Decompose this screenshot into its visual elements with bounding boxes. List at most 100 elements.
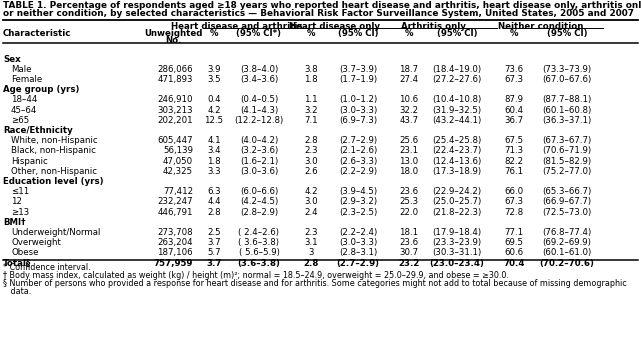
Text: Heart disease only: Heart disease only [289, 22, 380, 31]
Text: (43.2–44.1): (43.2–44.1) [433, 116, 481, 125]
Text: 5.7: 5.7 [207, 249, 221, 258]
Text: (0.4–0.5): (0.4–0.5) [240, 95, 278, 105]
Text: (3.2–3.6): (3.2–3.6) [240, 146, 278, 155]
Text: 72.8: 72.8 [504, 208, 524, 217]
Text: (2.9–3.2): (2.9–3.2) [339, 198, 377, 206]
Text: (60.1–61.0): (60.1–61.0) [542, 249, 592, 258]
Text: 2.3: 2.3 [304, 146, 318, 155]
Text: (22.4–23.7): (22.4–23.7) [433, 146, 481, 155]
Text: (30.3–31.1): (30.3–31.1) [433, 249, 481, 258]
Text: * Confidence interval.: * Confidence interval. [3, 263, 90, 272]
Text: (3.9–4.5): (3.9–4.5) [339, 187, 377, 196]
Text: ≤11: ≤11 [11, 187, 29, 196]
Text: 3.0: 3.0 [304, 157, 318, 166]
Text: (3.8–4.0): (3.8–4.0) [240, 65, 278, 74]
Text: 12.5: 12.5 [204, 116, 224, 125]
Text: 56,139: 56,139 [163, 146, 193, 155]
Text: 4.1: 4.1 [207, 136, 221, 145]
Text: 286,066: 286,066 [158, 65, 193, 74]
Text: ≥13: ≥13 [11, 208, 29, 217]
Text: 13.0: 13.0 [399, 157, 419, 166]
Text: 3.7: 3.7 [207, 238, 221, 247]
Text: (6.0–6.6): (6.0–6.6) [240, 187, 278, 196]
Text: 18.1: 18.1 [399, 228, 419, 237]
Text: 2.8: 2.8 [207, 208, 221, 217]
Text: Other, non-Hispanic: Other, non-Hispanic [11, 167, 97, 176]
Text: 2.8: 2.8 [304, 136, 318, 145]
Text: (1.0–1.2): (1.0–1.2) [339, 95, 377, 105]
Text: (31.9–32.5): (31.9–32.5) [433, 106, 481, 115]
Text: Obese: Obese [11, 249, 38, 258]
Text: 45–64: 45–64 [11, 106, 37, 115]
Text: (25.0–25.7): (25.0–25.7) [433, 198, 481, 206]
Text: 7.1: 7.1 [304, 116, 318, 125]
Text: (17.3–18.9): (17.3–18.9) [433, 167, 481, 176]
Text: 67.3: 67.3 [504, 75, 524, 84]
Text: (12.4–13.6): (12.4–13.6) [433, 157, 481, 166]
Text: Unweighted: Unweighted [144, 29, 202, 38]
Text: 73.6: 73.6 [504, 65, 524, 74]
Text: (75.2–77.0): (75.2–77.0) [542, 167, 592, 176]
Text: (67.0–67.6): (67.0–67.6) [542, 75, 592, 84]
Text: 303,213: 303,213 [158, 106, 193, 115]
Text: 3.4: 3.4 [207, 146, 221, 155]
Text: (3.6–3.8): (3.6–3.8) [238, 259, 281, 268]
Text: or neither condition, by selected characteristics — Behavioral Risk Factor Surve: or neither condition, by selected charac… [3, 9, 634, 18]
Text: 605,447: 605,447 [158, 136, 193, 145]
Text: 3.7: 3.7 [206, 259, 222, 268]
Text: 1.8: 1.8 [207, 157, 221, 166]
Text: 2.8: 2.8 [303, 259, 319, 268]
Text: ( 5.6–5.9): ( 5.6–5.9) [238, 249, 279, 258]
Text: (10.4–10.8): (10.4–10.8) [433, 95, 481, 105]
Text: %: % [210, 29, 218, 38]
Text: (2.7–2.9): (2.7–2.9) [337, 259, 379, 268]
Text: White, non-Hispanic: White, non-Hispanic [11, 136, 97, 145]
Text: (3.0–3.6): (3.0–3.6) [240, 167, 278, 176]
Text: (66.9–67.7): (66.9–67.7) [542, 198, 592, 206]
Text: (25.4–25.8): (25.4–25.8) [433, 136, 481, 145]
Text: (60.1–60.8): (60.1–60.8) [542, 106, 592, 115]
Text: No.: No. [165, 36, 181, 45]
Text: 82.2: 82.2 [504, 157, 524, 166]
Text: Male: Male [11, 65, 31, 74]
Text: (6.9–7.3): (6.9–7.3) [339, 116, 377, 125]
Text: Arthritis only: Arthritis only [401, 22, 465, 31]
Text: 187,106: 187,106 [158, 249, 193, 258]
Text: 4.2: 4.2 [207, 106, 221, 115]
Text: 60.6: 60.6 [504, 249, 524, 258]
Text: (2.7–2.9): (2.7–2.9) [339, 136, 377, 145]
Text: (76.8–77.4): (76.8–77.4) [542, 228, 592, 237]
Text: 263,204: 263,204 [158, 238, 193, 247]
Text: 3.2: 3.2 [304, 106, 318, 115]
Text: 2.4: 2.4 [304, 208, 318, 217]
Text: 67.5: 67.5 [504, 136, 524, 145]
Text: ( 3.6–3.8): ( 3.6–3.8) [238, 238, 279, 247]
Text: (95% CI): (95% CI) [547, 29, 587, 38]
Text: 66.0: 66.0 [504, 187, 524, 196]
Text: 4.2: 4.2 [304, 187, 318, 196]
Text: (95% CI): (95% CI) [338, 29, 378, 38]
Text: Female: Female [11, 75, 42, 84]
Text: (1.7–1.9): (1.7–1.9) [339, 75, 377, 84]
Text: 2.3: 2.3 [304, 228, 318, 237]
Text: (69.2–69.9): (69.2–69.9) [542, 238, 592, 247]
Text: 4.4: 4.4 [207, 198, 221, 206]
Text: (2.1–2.6): (2.1–2.6) [339, 146, 377, 155]
Text: 232,247: 232,247 [158, 198, 193, 206]
Text: Characteristic: Characteristic [3, 29, 71, 38]
Text: Race/Ethnicity: Race/Ethnicity [3, 126, 72, 135]
Text: (17.9–18.4): (17.9–18.4) [433, 228, 481, 237]
Text: 36.7: 36.7 [504, 116, 524, 125]
Text: (2.2–2.9): (2.2–2.9) [339, 167, 377, 176]
Text: 246,910: 246,910 [158, 95, 193, 105]
Text: 2.5: 2.5 [207, 228, 221, 237]
Text: 25.3: 25.3 [399, 198, 419, 206]
Text: 23.6: 23.6 [399, 238, 419, 247]
Text: 202,201: 202,201 [158, 116, 193, 125]
Text: 3.8: 3.8 [304, 65, 318, 74]
Text: (67.3–67.7): (67.3–67.7) [542, 136, 592, 145]
Text: 77,412: 77,412 [163, 187, 193, 196]
Text: 2.6: 2.6 [304, 167, 318, 176]
Text: (36.3–37.1): (36.3–37.1) [542, 116, 592, 125]
Text: (3.7–3.9): (3.7–3.9) [339, 65, 377, 74]
